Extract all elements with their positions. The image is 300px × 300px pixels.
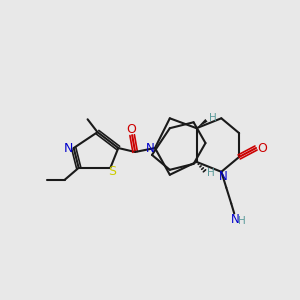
Text: N: N: [219, 170, 228, 183]
Text: S: S: [108, 165, 116, 178]
Text: H: H: [208, 113, 216, 123]
Text: O: O: [257, 142, 267, 154]
Text: H: H: [207, 168, 214, 178]
Text: N: N: [231, 213, 240, 226]
Text: N: N: [64, 142, 74, 154]
Text: H: H: [238, 216, 246, 226]
Text: N: N: [146, 142, 154, 154]
Polygon shape: [196, 119, 208, 128]
Text: O: O: [126, 123, 136, 136]
